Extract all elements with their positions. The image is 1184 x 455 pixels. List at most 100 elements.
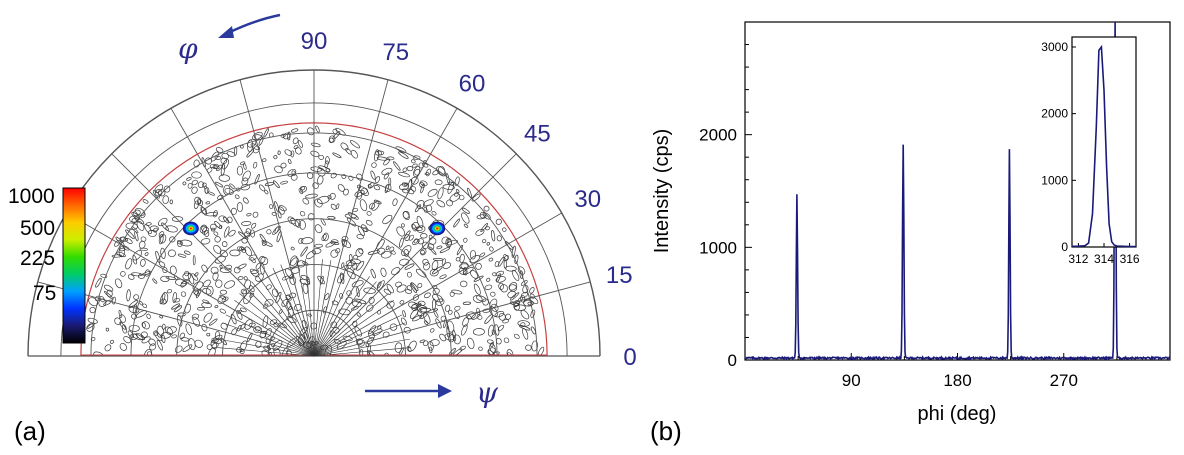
noise-contour	[473, 275, 484, 282]
noise-contour	[436, 200, 446, 208]
noise-contour	[444, 304, 451, 312]
noise-contour	[463, 223, 469, 228]
angle-tick-label: 75	[382, 39, 409, 66]
noise-contour	[429, 328, 435, 333]
noise-contour	[180, 337, 190, 342]
noise-contour	[336, 340, 347, 350]
noise-contour	[327, 215, 336, 220]
y-tick-label: 0	[728, 351, 737, 370]
noise-contour	[204, 187, 210, 194]
noise-contour	[310, 150, 320, 157]
noise-contour	[173, 305, 183, 313]
noise-contour	[201, 226, 209, 235]
polar-fine-spoke	[225, 314, 315, 357]
noise-contour	[366, 304, 374, 312]
noise-contour	[402, 211, 410, 221]
noise-contour	[299, 211, 306, 217]
noise-contour	[184, 270, 190, 277]
noise-contour	[131, 272, 143, 277]
noise-contour	[129, 333, 138, 341]
noise-contour	[212, 271, 219, 281]
noise-contour	[330, 321, 338, 329]
noise-contour	[246, 149, 255, 158]
noise-contour	[356, 173, 363, 181]
noise-contour	[325, 168, 331, 173]
noise-contour	[104, 344, 112, 352]
noise-contour	[300, 246, 308, 257]
noise-contour	[134, 231, 139, 242]
noise-contour	[389, 323, 398, 331]
noise-contour	[356, 338, 363, 346]
noise-contour	[419, 181, 425, 189]
noise-contour	[179, 239, 193, 247]
colorbar-label-225: 225	[20, 247, 55, 270]
noise-contour	[289, 255, 298, 266]
noise-contour	[420, 183, 425, 194]
noise-contour	[484, 314, 493, 324]
noise-contour	[461, 324, 468, 336]
noise-contour	[410, 308, 419, 319]
noise-contour	[385, 245, 390, 251]
noise-contour	[329, 330, 333, 338]
noise-contour	[202, 299, 210, 305]
noise-contour	[330, 172, 337, 179]
noise-contour	[294, 304, 302, 311]
noise-contour	[95, 295, 101, 302]
noise-contour	[475, 228, 485, 236]
noise-contour	[158, 233, 164, 245]
noise-contour	[353, 254, 359, 260]
noise-contour	[458, 267, 467, 275]
noise-contour	[241, 177, 249, 186]
noise-contour	[228, 229, 236, 237]
noise-contour	[469, 269, 479, 279]
noise-contour	[352, 207, 359, 213]
noise-contour	[246, 212, 252, 217]
angle-tick-label: 45	[524, 121, 551, 148]
polar-fine-spoke	[296, 260, 315, 357]
noise-contour	[306, 171, 314, 180]
noise-contour	[133, 294, 140, 300]
noise-contour	[105, 327, 110, 332]
noise-contour	[330, 249, 339, 258]
noise-contour	[335, 248, 341, 254]
noise-contour	[236, 165, 243, 176]
inset-x-tick-label: 314	[1094, 252, 1114, 266]
noise-contour	[174, 345, 183, 353]
noise-contour	[410, 159, 416, 164]
noise-contour	[255, 326, 261, 332]
noise-contour	[401, 188, 409, 194]
noise-contour	[271, 212, 277, 216]
noise-contour	[154, 189, 163, 197]
noise-contour	[239, 307, 247, 313]
polar-fine-spoke	[313, 276, 371, 357]
noise-contour	[264, 328, 272, 338]
noise-contour	[394, 342, 403, 353]
noise-contour	[208, 318, 218, 326]
noise-contour	[396, 284, 407, 293]
noise-contour	[275, 291, 282, 304]
noise-contour	[161, 323, 166, 330]
noise-contour	[519, 270, 524, 279]
noise-contour	[273, 155, 278, 160]
polar-fine-spoke	[234, 299, 315, 357]
noise-contour	[249, 268, 260, 278]
noise-contour	[492, 272, 497, 277]
noise-contour	[142, 199, 149, 204]
noise-contour	[429, 339, 440, 347]
polar-grid-spoke	[239, 79, 315, 357]
polar-grid-spoke	[313, 153, 517, 357]
noise-contour	[301, 319, 308, 331]
noise-contour	[289, 274, 294, 279]
noise-contour	[132, 249, 143, 261]
noise-contour	[156, 325, 164, 338]
noise-contour	[377, 150, 382, 156]
noise-contour	[300, 275, 310, 281]
noise-contour	[374, 149, 380, 162]
noise-contour	[325, 156, 330, 165]
noise-contour	[302, 198, 310, 205]
noise-contour	[299, 326, 308, 336]
noise-contour	[432, 298, 436, 311]
noise-contour	[274, 201, 280, 213]
noise-contour	[339, 293, 344, 299]
noise-contour	[152, 278, 158, 284]
